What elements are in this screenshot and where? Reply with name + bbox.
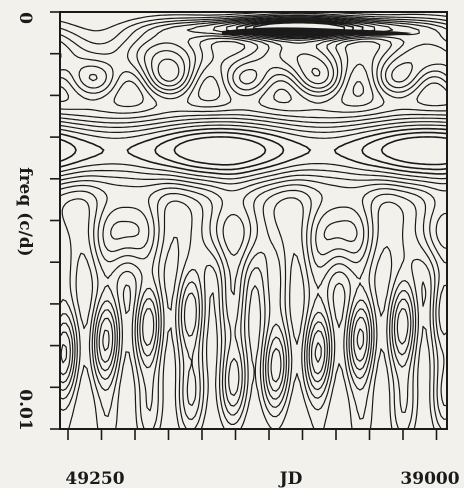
contour-level-11 <box>173 21 448 166</box>
y-tick-label-top: 0 <box>15 12 35 24</box>
contour-level-6 <box>59 17 448 383</box>
x-tick-label-right: 39000 <box>400 469 459 488</box>
y-axis-label: freq (c/d) <box>15 167 35 256</box>
x-axis-label: JD <box>278 469 303 488</box>
contour-lines <box>59 11 448 430</box>
x-tick-label-left: 49250 <box>65 469 124 488</box>
y-ticks <box>50 11 60 430</box>
x-ticks <box>67 429 438 440</box>
contour-level-7 <box>59 18 448 364</box>
contour-level-9 <box>59 20 448 175</box>
contour-level-2 <box>59 12 448 430</box>
contour-level-10 <box>59 21 448 171</box>
ridge-maximum <box>222 27 412 36</box>
contour-level-3 <box>59 14 448 420</box>
contour-level-5 <box>59 16 448 397</box>
y-tick-label-bottom: 0.01 <box>15 389 35 430</box>
contour-level-4 <box>59 15 448 407</box>
contour-level-1 <box>59 11 448 430</box>
contour-level-8 <box>59 19 448 180</box>
